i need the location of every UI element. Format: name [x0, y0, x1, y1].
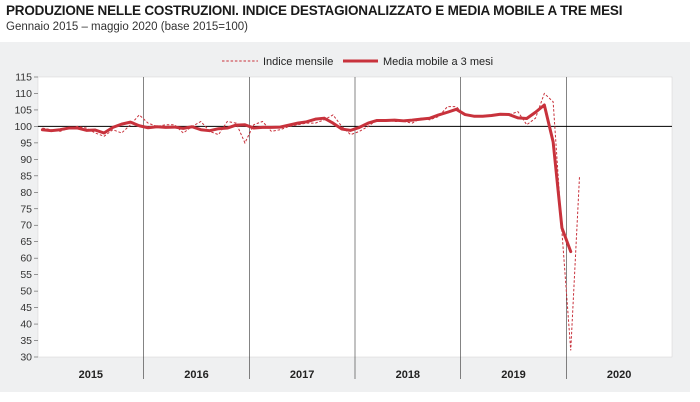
y-tick-label: 90: [20, 154, 32, 166]
y-tick-label: 40: [20, 319, 32, 331]
x-tick-label: 2018: [396, 369, 420, 381]
chart-title: PRODUZIONE NELLE COSTRUZIONI. INDICE DES…: [6, 3, 623, 18]
chart-subtitle: Gennaio 2015 – maggio 2020 (base 2015=10…: [6, 21, 249, 33]
x-tick-label: 2019: [501, 369, 525, 381]
x-tick-label: 2015: [79, 369, 103, 381]
y-tick-label: 70: [20, 220, 32, 232]
legend-label: Media mobile a 3 mesi: [383, 56, 493, 68]
y-tick-label: 100: [14, 121, 32, 133]
y-tick-label: 105: [14, 104, 32, 116]
y-tick-label: 80: [20, 187, 32, 199]
y-tick-label: 55: [20, 269, 32, 281]
series-media-mobile: [40, 103, 573, 254]
y-tick-label: 35: [20, 335, 32, 347]
y-tick-label: 30: [20, 352, 32, 364]
x-tick-label: 2017: [290, 369, 314, 381]
y-axis: 30 35 40 45 50 55 60 65 70 75 80 85 90 95 100 105 110 115: [14, 72, 38, 364]
legend: Indice mensile Media mobile a 3 mesi: [222, 56, 493, 68]
y-tick-label: 85: [20, 170, 32, 182]
y-tick-label: 45: [20, 302, 32, 314]
y-tick-label: 65: [20, 236, 32, 248]
x-tick-label: 2020: [607, 369, 631, 381]
y-tick-label: 60: [20, 253, 32, 265]
y-tick-label: 115: [15, 72, 32, 84]
y-tick-label: 110: [15, 88, 32, 100]
legend-label: Indice mensile: [263, 56, 333, 68]
x-tick-label: 2016: [184, 369, 208, 381]
y-tick-label: 75: [20, 203, 32, 215]
y-tick-label: 95: [20, 137, 32, 149]
y-tick-label: 50: [20, 286, 32, 298]
